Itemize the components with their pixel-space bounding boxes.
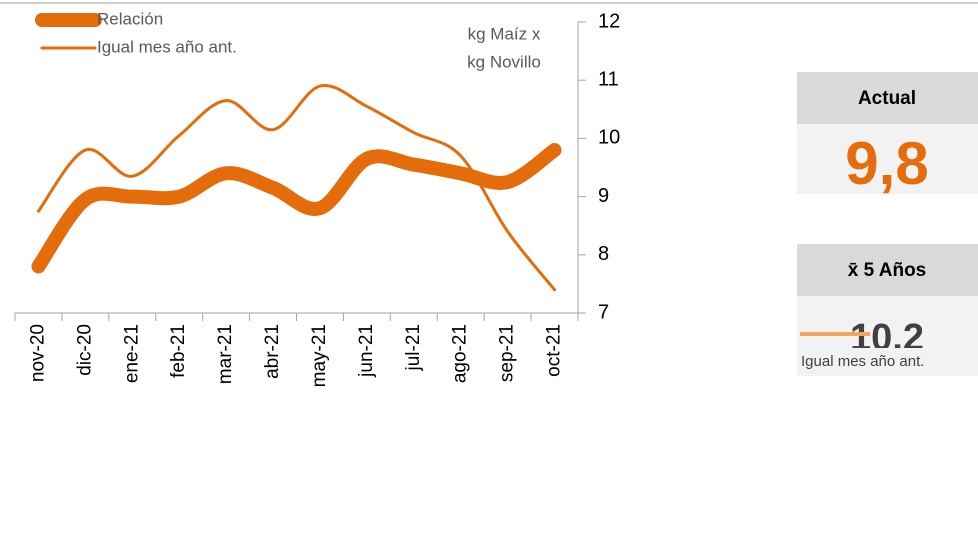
x-tick-label: dic-20	[74, 324, 95, 376]
x-tick-label: oct-21	[544, 324, 565, 377]
side-legend-bg	[797, 348, 978, 376]
x-tick-label: ene-21	[121, 324, 142, 383]
x-tick-label: ago-21	[450, 324, 471, 383]
panel-value: 9,8	[845, 130, 928, 197]
panel-header: Actual	[858, 88, 916, 109]
axis-label: kg Novillo	[467, 52, 541, 71]
x-tick-label: feb-21	[168, 324, 189, 378]
panel-value-bg	[797, 124, 978, 194]
x-tick-label: abr-21	[262, 324, 283, 379]
y-tick-label: 12	[598, 10, 620, 32]
y-tick-label: 8	[598, 243, 609, 265]
y-tick-label: 9	[598, 185, 609, 207]
x-tick-label: may-21	[309, 324, 330, 387]
legend-label: Relación	[97, 9, 163, 28]
legend-label: Igual mes año ant.	[97, 37, 237, 56]
x-tick-label: mar-21	[215, 324, 236, 384]
x-tick-label: sep-21	[497, 324, 518, 382]
y-tick-label: 7	[598, 301, 609, 323]
side-legend-label: Igual mes año ant.	[801, 353, 924, 370]
axis-label: kg Maíz x	[468, 24, 541, 43]
panel-header: x̄ 5 Años	[848, 260, 927, 281]
y-tick-label: 11	[598, 68, 619, 90]
x-tick-label: jun-21	[356, 324, 377, 378]
panel-header-bg	[797, 72, 978, 124]
series-line	[31, 143, 562, 274]
panel-header-bg	[797, 244, 978, 296]
x-tick-label: nov-20	[27, 324, 48, 382]
y-tick-label: 10	[598, 127, 620, 149]
x-tick-label: jul-21	[403, 324, 424, 371]
series-line	[36, 83, 557, 292]
